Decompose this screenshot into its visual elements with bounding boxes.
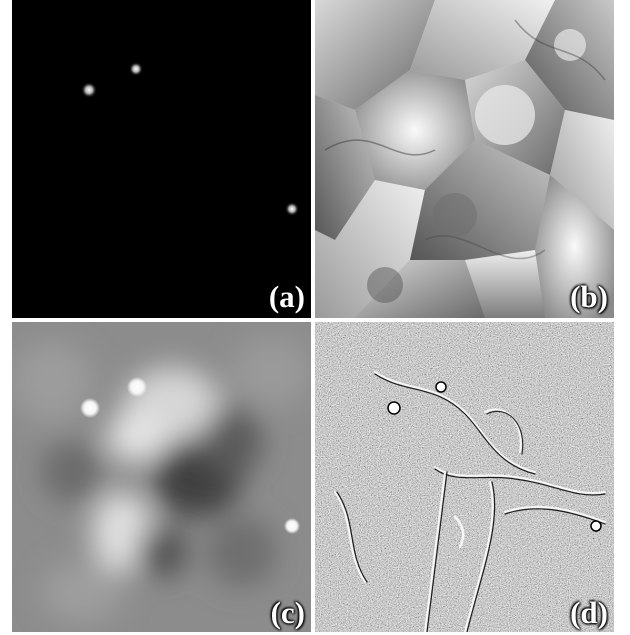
panel-b-graphic	[315, 0, 614, 318]
panel-c-graphic	[12, 322, 311, 632]
point-source-3	[285, 202, 299, 216]
panel-c-blurred-image: (c)	[12, 322, 311, 632]
panel-d-graphic	[315, 322, 614, 632]
source-blob-2	[127, 377, 147, 397]
panel-b-label: (b)	[570, 279, 608, 314]
residual-source-1	[387, 401, 401, 415]
panel-d-residual-image: (d)	[315, 322, 614, 632]
residual-source-2	[435, 381, 447, 393]
panel-a-graphic	[12, 0, 311, 318]
point-source-1	[81, 82, 97, 98]
source-blob-3	[284, 518, 300, 534]
panel-a-label: (a)	[268, 279, 305, 314]
panel-c-label: (c)	[270, 595, 305, 630]
panel-d-label: (d)	[570, 595, 608, 630]
residual-source-3	[590, 520, 602, 532]
source-blob-1	[80, 398, 100, 418]
panel-a-point-sources-image: (a)	[12, 0, 311, 318]
point-source-2	[129, 62, 143, 76]
panel-b-phase-map-image: (b)	[315, 0, 614, 318]
